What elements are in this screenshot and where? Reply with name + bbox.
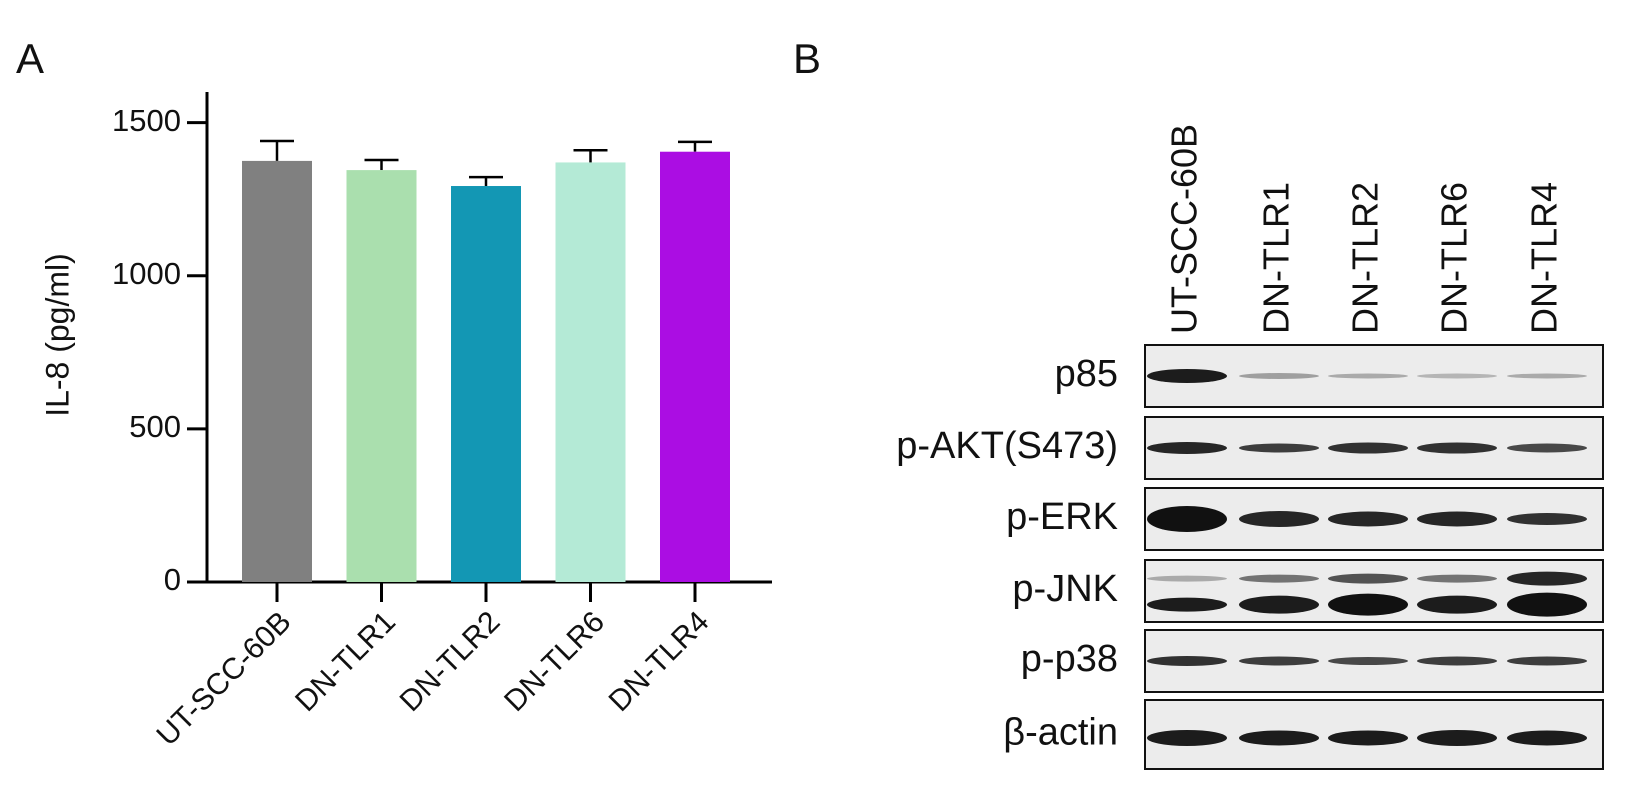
y-tick-label: 1000 xyxy=(112,256,181,291)
y-tick-label: 0 xyxy=(164,562,181,597)
band xyxy=(1328,373,1408,379)
protein-label: p-AKT(S473) xyxy=(896,425,1118,467)
protein-label: p-JNK xyxy=(1012,568,1118,610)
band xyxy=(1239,656,1319,666)
band xyxy=(1147,575,1227,582)
bar xyxy=(451,186,521,583)
band xyxy=(1328,573,1408,584)
bar xyxy=(660,151,730,582)
band xyxy=(1417,442,1497,454)
lane-label: DN-TLR4 xyxy=(1524,182,1565,334)
lane-label: DN-TLR2 xyxy=(1345,182,1386,334)
band xyxy=(1507,513,1587,525)
lane-label: UT-SCC-60B xyxy=(1164,124,1205,334)
band xyxy=(1147,729,1227,746)
band xyxy=(1147,656,1227,666)
band xyxy=(1417,595,1497,614)
band xyxy=(1328,593,1408,616)
band xyxy=(1507,730,1587,746)
band xyxy=(1507,571,1587,586)
x-tick-label: DN-TLR2 xyxy=(394,605,507,718)
band xyxy=(1147,442,1227,454)
band xyxy=(1417,373,1497,379)
band xyxy=(1507,373,1587,379)
panel-label: B xyxy=(793,35,821,82)
band xyxy=(1328,442,1408,454)
band xyxy=(1239,574,1319,583)
lane-label: DN-TLR1 xyxy=(1256,182,1297,334)
band xyxy=(1417,729,1497,746)
band xyxy=(1507,592,1587,617)
band xyxy=(1417,574,1497,583)
x-tick-label: DN-TLR4 xyxy=(603,605,716,718)
band xyxy=(1239,730,1319,746)
protein-label: p-p38 xyxy=(1021,638,1118,680)
band xyxy=(1147,597,1227,612)
y-axis-label: IL-8 (pg/ml) xyxy=(39,253,75,417)
bar xyxy=(242,160,312,582)
band xyxy=(1239,511,1319,527)
band xyxy=(1507,656,1587,666)
band xyxy=(1417,656,1497,666)
band xyxy=(1507,443,1587,453)
band xyxy=(1239,373,1319,379)
x-tick-label: UT-SCC-60B xyxy=(150,605,297,752)
y-tick-label: 1500 xyxy=(112,103,181,138)
y-tick-label: 500 xyxy=(129,409,181,444)
band xyxy=(1239,595,1319,614)
band xyxy=(1417,511,1497,527)
bar xyxy=(555,162,626,582)
band xyxy=(1328,511,1408,527)
band xyxy=(1328,730,1408,746)
band xyxy=(1147,369,1227,383)
band xyxy=(1328,657,1408,665)
x-tick-label: DN-TLR6 xyxy=(498,605,611,718)
lane-label: DN-TLR6 xyxy=(1434,182,1475,334)
x-tick-label: DN-TLR1 xyxy=(289,605,402,718)
protein-label: p85 xyxy=(1055,353,1118,395)
protein-label: β-actin xyxy=(1003,712,1118,754)
band xyxy=(1239,443,1319,453)
protein-label: p-ERK xyxy=(1006,496,1118,538)
bar xyxy=(346,170,417,582)
panel-label: A xyxy=(16,35,44,82)
band xyxy=(1147,506,1227,532)
